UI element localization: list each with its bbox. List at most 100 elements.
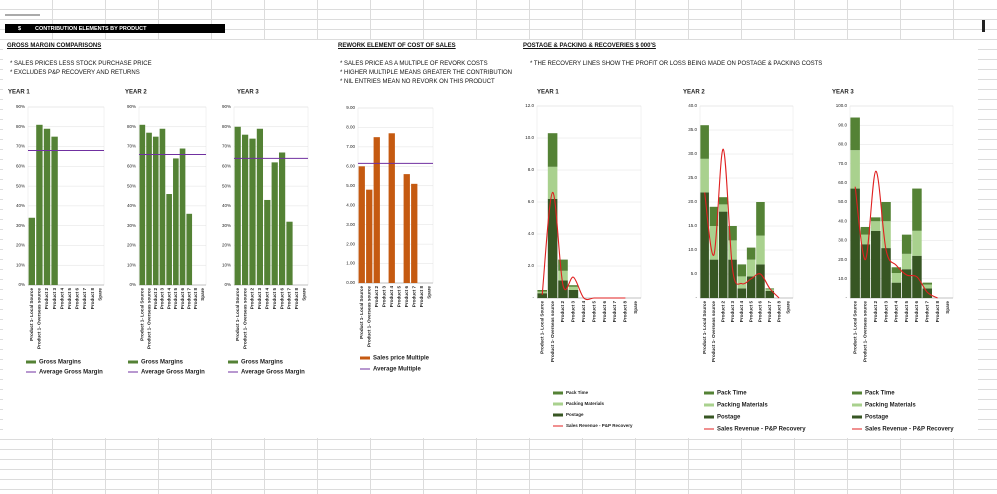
- cell-marker: [982, 20, 985, 32]
- y-tick-label: 9.00: [346, 105, 355, 110]
- chart-title: YEAR 2: [125, 90, 147, 96]
- bar: [173, 158, 179, 285]
- x-tick-label: Product 1- Local Source: [359, 286, 364, 339]
- legend-label: Average Gross Margin: [39, 370, 103, 376]
- y-tick-label: 0%: [129, 282, 136, 287]
- bar-segment: [728, 240, 737, 260]
- y-tick-label: 50%: [127, 183, 136, 188]
- chart: YEAR 3 0% 10% 20% 30% 40% 50% 60% 70% 80% 90% Produ…: [222, 90, 309, 376]
- bar: [152, 136, 159, 285]
- bar: [358, 166, 365, 283]
- x-tick-label: Spare: [786, 301, 791, 314]
- bar-segment: [537, 293, 547, 298]
- note: * HIGHER MULTIPLE MEANS GREATER THE CONT…: [340, 70, 513, 76]
- bar-segment: [700, 158, 709, 193]
- y-tick-label: 70%: [16, 144, 25, 149]
- y-tick-label: 25.0: [688, 175, 697, 180]
- note: * NIL ENTRIES MEAN NO REVORK ON THIS PRO…: [340, 79, 495, 85]
- x-tick-label: Product 3: [160, 288, 165, 310]
- x-tick-label: Spare: [426, 286, 431, 299]
- note: * SALES PRICE AS A MULTIPLE OF REVORK CO…: [340, 61, 488, 67]
- bar-segment: [547, 133, 558, 167]
- bar-segment: [709, 226, 719, 260]
- legend-label: Gross Margins: [241, 360, 284, 366]
- bar-segment: [718, 204, 728, 212]
- legend-label: Sales price Multiple: [373, 356, 430, 362]
- bar-segment: [765, 289, 775, 291]
- x-tick-label: Product 8: [935, 301, 940, 323]
- bar-segment: [728, 226, 737, 241]
- y-tick-label: 80%: [16, 124, 25, 129]
- y-tick-label: 7.00: [346, 144, 355, 149]
- bar-segment: [700, 192, 709, 298]
- bar-segment: [891, 282, 902, 298]
- y-tick-label: 70%: [222, 144, 231, 149]
- x-tick-label: Product 2: [720, 301, 725, 323]
- y-tick-label: -: [696, 295, 698, 300]
- chart-title: YEAR 3: [237, 90, 259, 96]
- chart: YEAR 1 0% 10% 20% 30% 40% 50% 60% 70% 80% 90% Produ…: [8, 90, 105, 376]
- y-tick-label: 12.0: [525, 103, 534, 108]
- x-tick-label: Product 8: [419, 286, 424, 308]
- x-tick-label: Product 1- Overseas source: [146, 288, 151, 349]
- y-tick-label: 40%: [127, 203, 136, 208]
- bar: [234, 126, 241, 286]
- bar: [186, 213, 193, 285]
- x-tick-label: Spare: [633, 301, 638, 314]
- x-tick-label: Product 5: [748, 301, 753, 323]
- y-tick-label: 70%: [127, 144, 136, 149]
- y-tick-label: 20.0: [838, 257, 847, 262]
- x-tick-label: Product 6: [404, 286, 409, 308]
- bar: [28, 217, 35, 285]
- y-tick-label: 90%: [222, 104, 231, 109]
- bar-segment: [737, 264, 747, 277]
- bar-segment: [568, 286, 579, 290]
- bar-segment: [922, 284, 932, 289]
- x-tick-label: Product 7: [186, 288, 191, 310]
- x-tick-label: Product 5: [591, 301, 596, 323]
- x-tick-label: Product 5: [396, 286, 401, 308]
- x-tick-label: Product 1- Local Source: [852, 301, 857, 354]
- x-tick-label: Product 6: [279, 288, 284, 310]
- bar: [159, 128, 166, 285]
- chart-title: YEAR 1: [8, 90, 30, 96]
- x-tick-label: Product 7: [612, 301, 617, 323]
- y-tick-label: -: [533, 295, 535, 300]
- y-tick-label: 6.00: [346, 164, 355, 169]
- x-tick-label: Product 3: [381, 286, 386, 308]
- bar-segment: [568, 285, 579, 287]
- x-tick-label: Product 4: [581, 301, 586, 323]
- bar-segment: [881, 248, 891, 298]
- y-tick-label: 30%: [222, 223, 231, 228]
- y-tick-label: 20%: [222, 243, 231, 248]
- bar-segment: [709, 259, 719, 298]
- bar: [43, 128, 51, 285]
- chart-title: YEAR 2: [683, 90, 705, 96]
- bar: [166, 194, 172, 285]
- legend-label: Sales Revenue - P&P Recovery: [717, 427, 806, 433]
- bar-segment: [922, 288, 932, 298]
- x-tick-label: Spare: [200, 288, 205, 301]
- bar: [388, 133, 395, 283]
- y-tick-label: 90%: [16, 104, 25, 109]
- y-tick-label: 50%: [16, 183, 25, 188]
- bar-segment: [850, 188, 860, 298]
- legend-label: Packing Materials: [865, 403, 916, 409]
- legend-label: Sales Revenue - P&P Recovery: [566, 423, 633, 428]
- y-tick-label: 60%: [222, 164, 231, 169]
- x-tick-label: Spare: [302, 288, 307, 301]
- bar-segment: [728, 259, 737, 298]
- note: * SALES PRICES LESS STOCK PURCHASE PRICE: [10, 61, 152, 67]
- y-tick-label: -: [846, 295, 848, 300]
- x-tick-label: Product 7: [411, 286, 416, 308]
- x-tick-label: Product 2: [44, 288, 49, 310]
- bar-segment: [568, 290, 579, 298]
- legend-label: Average Multiple: [373, 367, 421, 373]
- x-tick-label: Product 7: [287, 288, 292, 310]
- bar: [256, 128, 264, 285]
- y-tick-label: 35.0: [688, 127, 697, 132]
- x-tick-label: Product 4: [166, 288, 171, 310]
- bar: [179, 148, 186, 285]
